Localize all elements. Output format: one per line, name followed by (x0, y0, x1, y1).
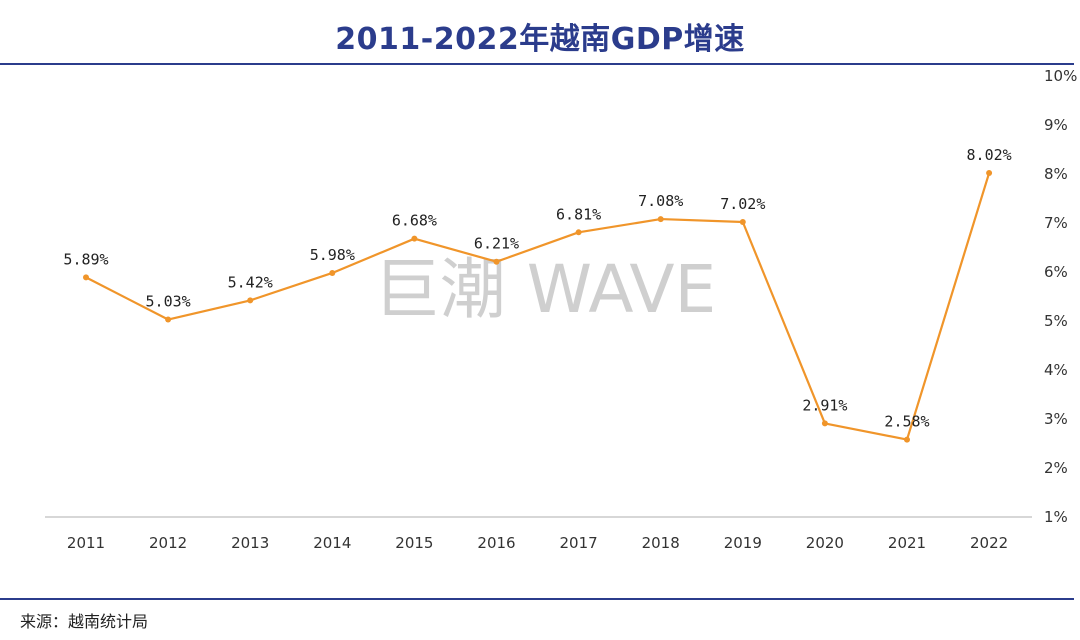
data-label: 6.21% (474, 235, 519, 253)
data-point (83, 274, 89, 281)
x-tick-labels: 2011 2012 2013 2014 2015 2016 2017 2018 2019 2020… (67, 534, 1008, 552)
data-label: 6.81% (556, 205, 601, 223)
x-tick-label: 2013 (231, 534, 269, 552)
data-label: 5.42% (228, 273, 273, 291)
x-tick-label: 2019 (724, 534, 762, 552)
data-label: 7.02% (720, 195, 765, 213)
data-point (904, 436, 910, 443)
y-tick-label: 9% (1044, 116, 1068, 134)
x-tick-label: 2021 (888, 534, 926, 552)
data-label: 7.08% (638, 192, 683, 210)
y-tick-labels: 1% 2% 3% 4% 5% 6% 7% 8% 9% 10% (1044, 67, 1077, 526)
y-tick-label: 6% (1044, 263, 1068, 281)
data-label: 5.03% (146, 293, 191, 311)
data-point (247, 297, 254, 304)
data-label: 2.58% (884, 413, 929, 431)
data-point (739, 219, 746, 226)
x-tick-label: 2022 (970, 534, 1008, 552)
x-tick-label: 2011 (67, 534, 105, 552)
y-tick-label: 1% (1044, 508, 1068, 526)
data-label: 5.98% (310, 246, 355, 264)
data-point (575, 229, 582, 236)
x-tick-label: 2014 (313, 534, 351, 552)
chart-title: 2011-2022年越南GDP增速 (335, 22, 745, 57)
data-label: 5.89% (63, 250, 108, 268)
data-point (821, 420, 828, 427)
footer-divider (0, 598, 1074, 600)
data-point (657, 216, 664, 223)
data-points (83, 170, 993, 443)
x-tick-label: 2016 (477, 534, 515, 552)
y-tick-label: 10% (1044, 67, 1077, 85)
line-chart: 巨潮 WAVE 2011 2012 2013 2014 2015 2016 2017 2018… (45, 67, 1077, 552)
x-tick-label: 2018 (642, 534, 680, 552)
source-note: 来源：越南统计局 (20, 612, 149, 631)
data-point (493, 258, 500, 265)
data-point (411, 235, 418, 242)
x-tick-label: 2015 (395, 534, 433, 552)
title-divider (0, 63, 1074, 65)
series-line (85, 172, 991, 441)
x-tick-label: 2020 (806, 534, 844, 552)
data-label: 8.02% (967, 146, 1012, 164)
y-tick-label: 8% (1044, 165, 1068, 183)
x-tick-label: 2012 (149, 534, 187, 552)
y-tick-label: 3% (1044, 410, 1068, 428)
data-label: 6.68% (392, 212, 437, 230)
data-point (986, 170, 993, 177)
y-tick-label: 5% (1044, 312, 1068, 330)
y-tick-label: 4% (1044, 361, 1068, 379)
x-tick-label: 2017 (560, 534, 598, 552)
data-labels: 5.89% 5.03% 5.42% 5.98% 6.68% 6.21% 6.81% 7.08%… (63, 146, 1011, 431)
data-point (329, 269, 336, 276)
data-label: 2.91% (802, 396, 847, 414)
y-tick-label: 2% (1044, 459, 1068, 477)
y-tick-label: 7% (1044, 214, 1068, 232)
watermark: 巨潮 WAVE (374, 251, 716, 328)
data-point (165, 316, 172, 323)
